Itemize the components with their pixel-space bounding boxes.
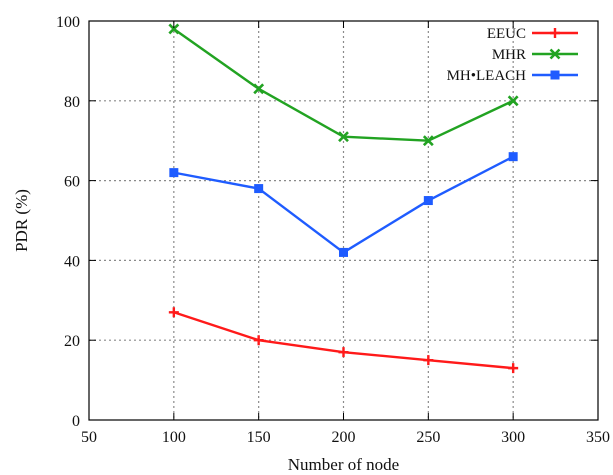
y-tick-label: 80	[64, 94, 80, 111]
y-tick-label: 20	[64, 333, 80, 350]
data-point	[338, 131, 349, 143]
x-tick-label: 50	[81, 429, 97, 446]
y-tick-label: 100	[56, 14, 80, 31]
x-tick-label: 300	[501, 429, 525, 446]
y-tick-label: 40	[64, 253, 80, 270]
y-tick-label: 60	[64, 174, 80, 191]
series-mhr	[168, 23, 519, 147]
legend-swatch-marker	[550, 28, 560, 38]
series-line	[173, 27, 514, 142]
legend-swatch-marker	[550, 70, 560, 80]
x-tick-label: 250	[416, 429, 440, 446]
data-point	[253, 83, 265, 95]
data-point	[254, 184, 264, 194]
ticks-layer: 50 100 150 200 250 300 350 0 20 40 60 80 100	[56, 14, 610, 446]
series-mh-leach	[169, 152, 518, 257]
data-point	[508, 152, 518, 162]
data-point	[169, 168, 179, 178]
data-point	[253, 335, 264, 346]
data-point	[423, 355, 434, 366]
data-point	[338, 347, 349, 358]
data-point	[422, 135, 434, 147]
x-axis-title: Number of node	[288, 455, 399, 474]
data-point	[508, 363, 519, 374]
data-point	[507, 95, 519, 107]
x-tick-label: 350	[586, 429, 610, 446]
series-layer	[168, 23, 519, 374]
legend-swatch-marker	[549, 48, 561, 60]
x-tick-label: 100	[162, 429, 186, 446]
y-tick-label: 0	[72, 413, 80, 430]
data-point	[168, 23, 180, 35]
legend-label: MHR	[492, 47, 526, 63]
legend: EEUC MHR MH•LEACH	[447, 26, 578, 84]
y-axis-title: PDR (%)	[12, 189, 31, 252]
data-point	[339, 247, 348, 257]
x-tick-label: 200	[332, 429, 356, 446]
legend-label: EEUC	[487, 26, 526, 42]
data-point	[423, 196, 433, 206]
data-point	[168, 307, 179, 318]
legend-label: MH•LEACH	[447, 68, 527, 84]
x-tick-label: 150	[247, 429, 271, 446]
series-eeuc	[168, 307, 519, 374]
